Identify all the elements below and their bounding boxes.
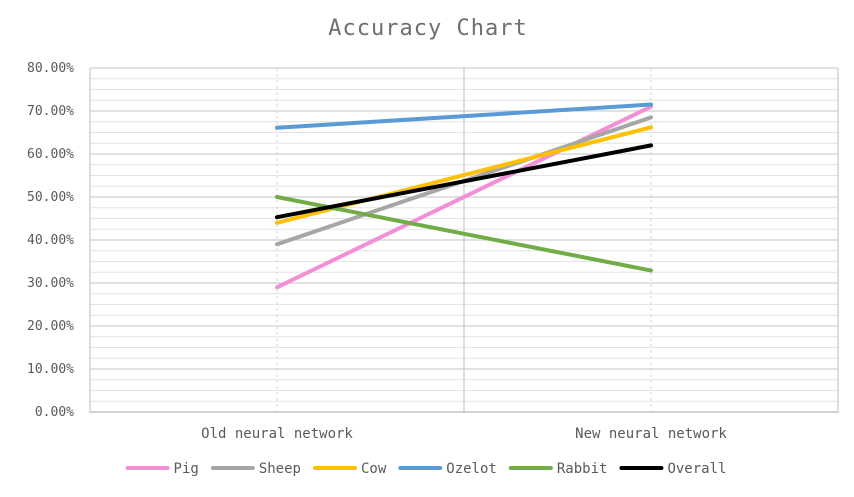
series-line-ozelot	[275, 102, 653, 130]
legend-item-rabbit: Rabbit	[508, 461, 608, 477]
y-tick-label: 30.00%	[27, 276, 74, 291]
y-tick-label: 60.00%	[27, 147, 74, 162]
y-tick-label: 80.00%	[27, 61, 74, 76]
x-category-label: New neural network	[575, 426, 727, 442]
legend-label: Rabbit	[557, 461, 608, 477]
legend-item-cow: Cow	[312, 461, 387, 477]
y-tick-label: 10.00%	[27, 362, 74, 377]
legend-item-pig: Pig	[125, 461, 199, 477]
legend-label: Ozelot	[446, 461, 497, 477]
series-line-rabbit	[275, 195, 653, 273]
legend-item-overall: Overall	[619, 461, 726, 477]
y-tick-label: 70.00%	[27, 104, 74, 119]
y-tick-label: 50.00%	[27, 190, 74, 205]
gridlines	[89, 67, 839, 413]
series-lines	[275, 102, 653, 290]
legend-label: Overall	[667, 461, 726, 477]
y-tick-label: 20.00%	[27, 319, 74, 334]
legend-label: Cow	[361, 461, 387, 477]
y-tick-label: 0.00%	[35, 405, 74, 420]
legend-item-ozelot: Ozelot	[398, 461, 497, 477]
x-axis-categories: Old neural network New neural network	[201, 426, 727, 442]
chart-title: Accuracy Chart	[328, 16, 527, 41]
y-tick-label: 40.00%	[27, 233, 74, 248]
legend-item-sheep: Sheep	[210, 461, 301, 477]
y-axis-ticks: 0.00% 10.00% 20.00% 30.00% 40.00% 50.00% 60.00…	[27, 61, 74, 420]
legend-label: Sheep	[259, 461, 301, 477]
legend: Pig Sheep Cow Ozelot Rabbit Overall	[125, 461, 726, 477]
legend-label: Pig	[174, 461, 199, 477]
series-line-overall	[275, 143, 653, 220]
x-category-label: Old neural network	[201, 426, 353, 442]
